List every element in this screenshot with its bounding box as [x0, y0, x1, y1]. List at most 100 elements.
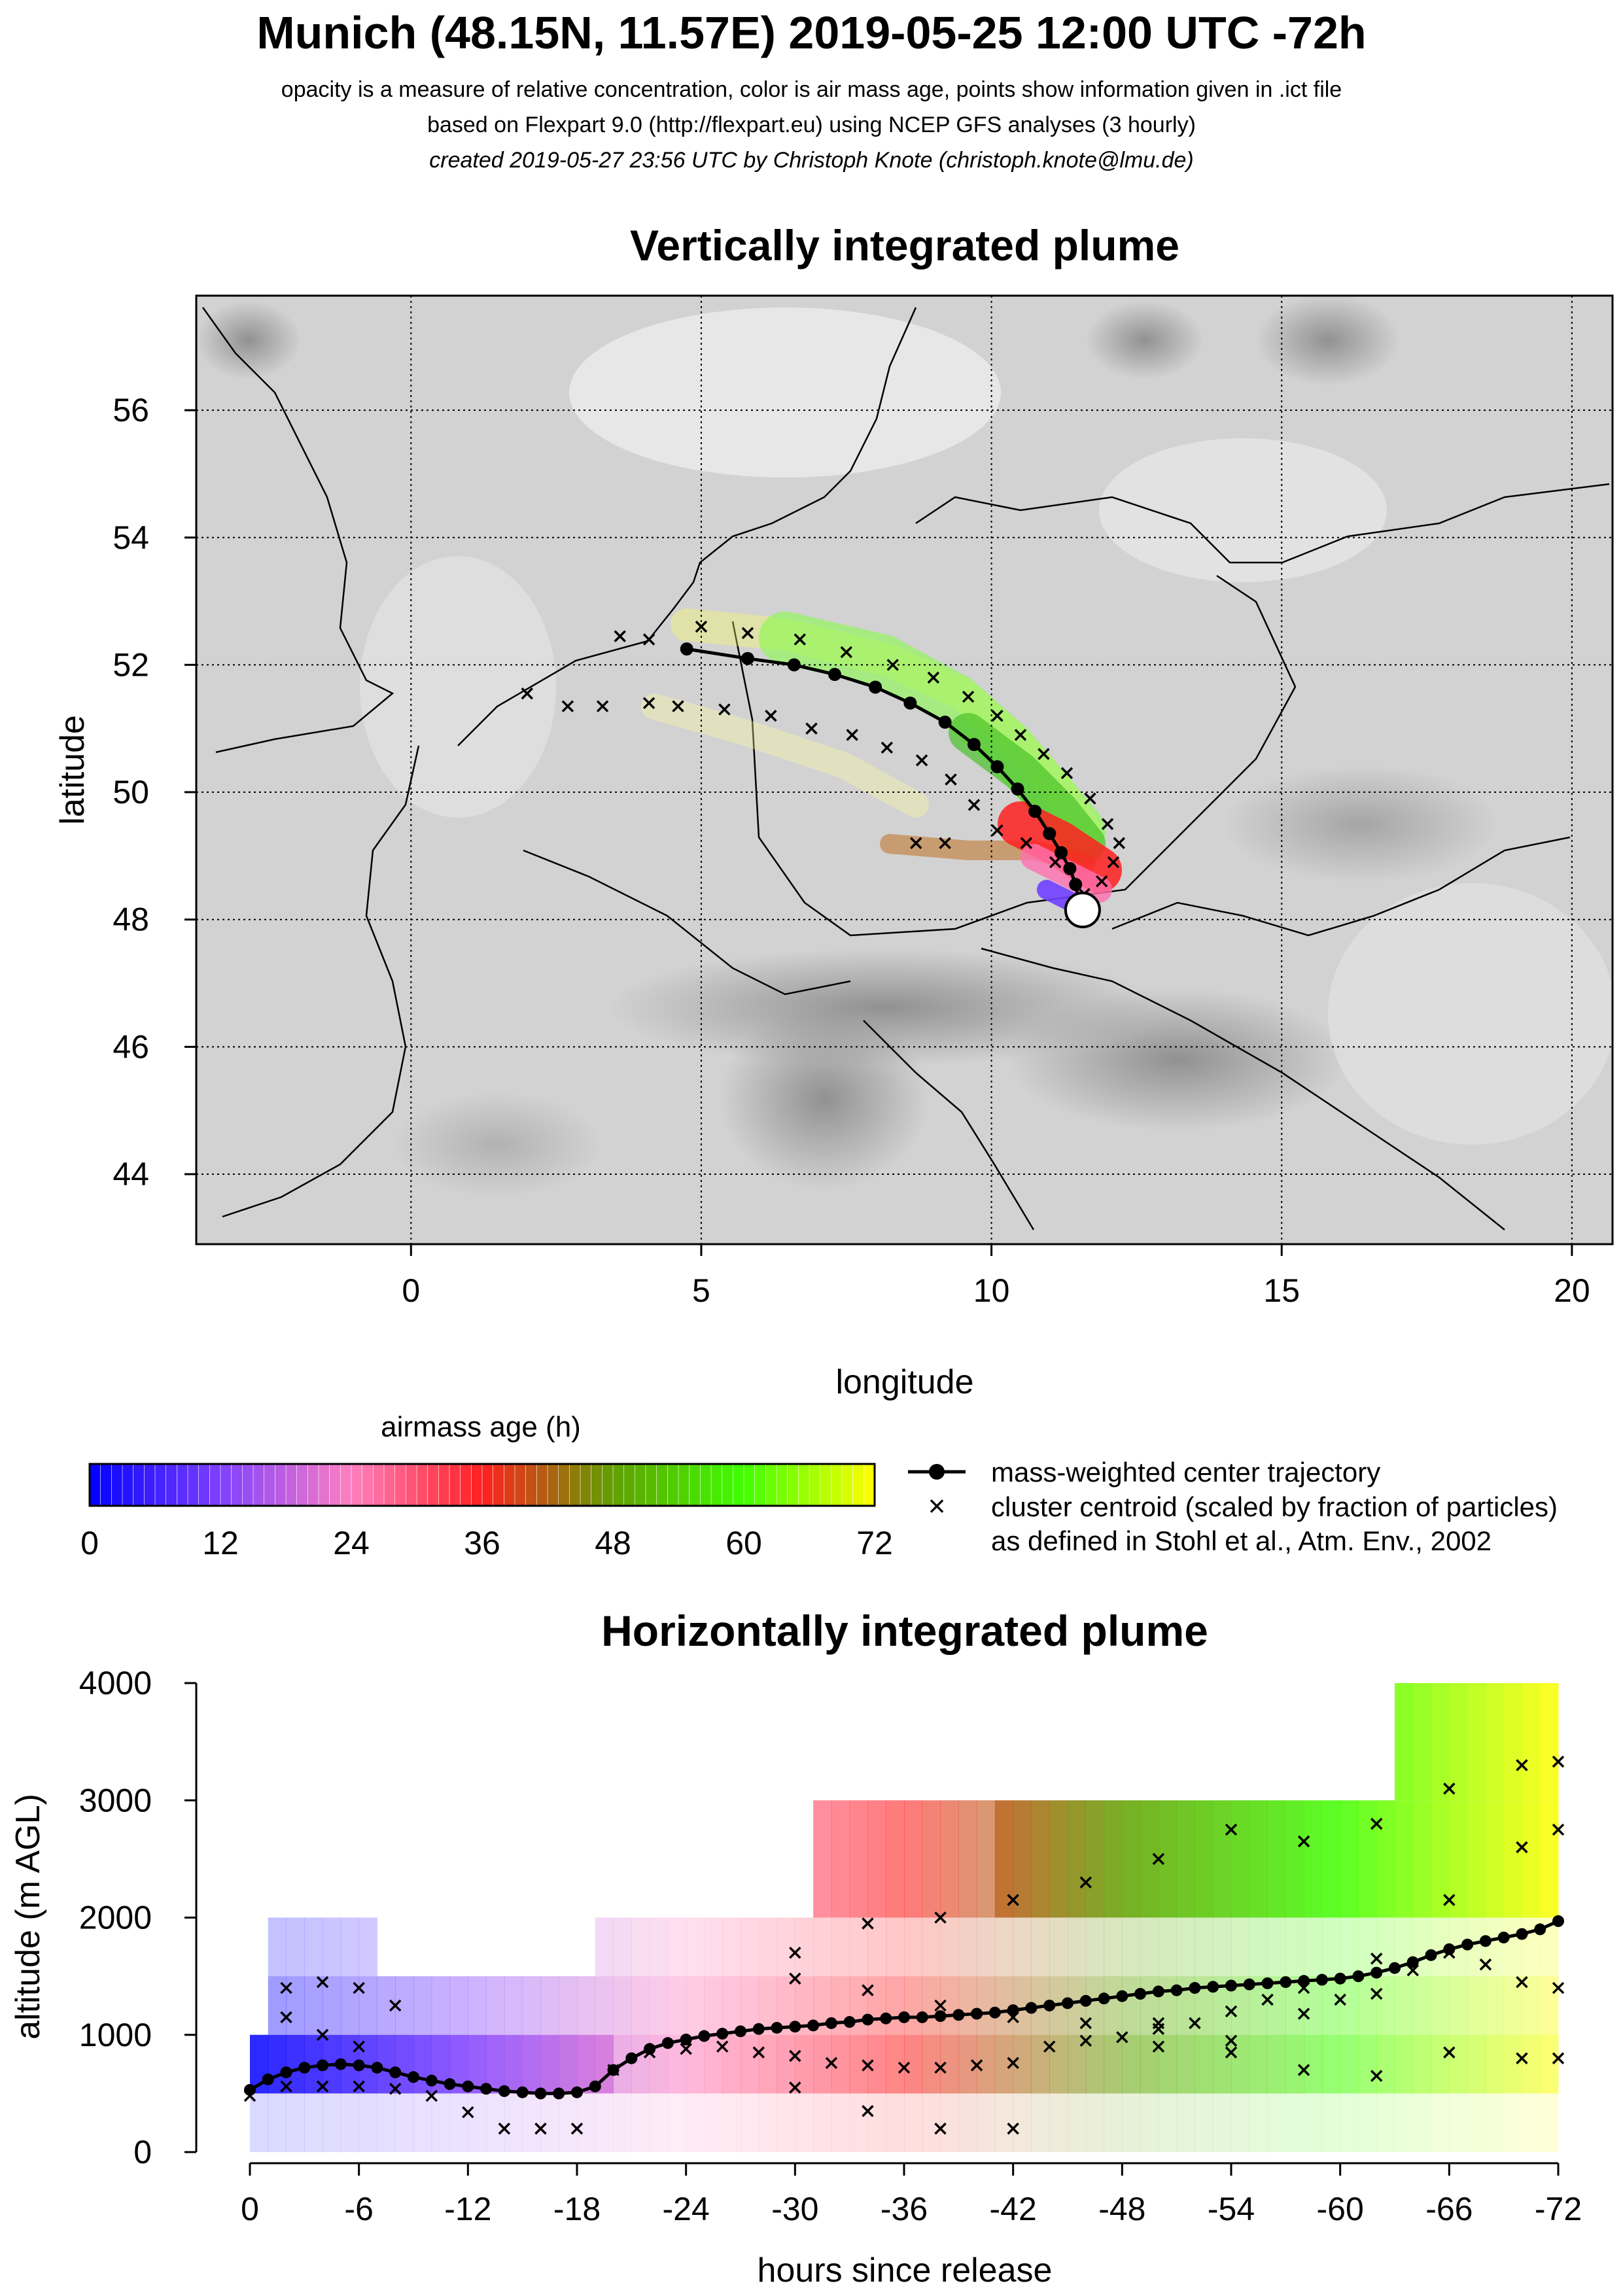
altitude-band-cell: [1140, 1800, 1159, 1918]
altitude-trajectory-point: [425, 2074, 438, 2087]
colorbar-cell: [231, 1463, 243, 1506]
altitude-band-cell: [1267, 1917, 1286, 1977]
age-colorbar: [89, 1463, 875, 1506]
map-cluster-centroid: [1101, 818, 1114, 830]
map-x-ticks: 0 5 10 15 20: [402, 1244, 1590, 1309]
altitude-band-cell: [1358, 2093, 1377, 2152]
altitude-trajectory-point: [971, 2008, 983, 2020]
altitude-y-tick-label: 1000: [79, 2017, 152, 2053]
altitude-cluster-centroid: [1370, 1817, 1383, 1830]
altitude-band-cell: [922, 1800, 941, 1918]
map-trajectory-point: [967, 738, 981, 752]
altitude-band-cell: [686, 2093, 705, 2152]
map-x-tick-label: 20: [1554, 1272, 1590, 1309]
map-y-tick-label: 48: [113, 901, 149, 938]
map-y-tick-label: 52: [113, 646, 149, 683]
altitude-y-tick-label: 4000: [79, 1665, 152, 1701]
map-cluster-centroid: [927, 671, 940, 684]
altitude-band-cell: [1213, 1800, 1232, 1918]
map-cluster-centroid: [614, 630, 626, 642]
altitude-band-cell: [1013, 1917, 1032, 1977]
altitude-band-cell: [577, 2093, 596, 2152]
colorbar-tick-label: 12: [202, 1525, 239, 1561]
altitude-band-cell: [1321, 2093, 1341, 2152]
altitude-trajectory-point: [1316, 1974, 1328, 1986]
altitude-band-cell: [431, 2093, 451, 2152]
legend-trajectory-entry: mass-weighted center trajectory: [908, 1457, 1380, 1487]
altitude-band-cell: [1467, 2093, 1486, 2152]
altitude-band-cell: [704, 2093, 723, 2152]
altitude-trajectory-point: [1370, 1966, 1383, 1979]
altitude-band-cell: [777, 1917, 795, 1977]
altitude-trajectory-point: [334, 2058, 347, 2070]
altitude-band-cell: [722, 2093, 741, 2152]
altitude-x-tick-label: -36: [881, 2191, 928, 2227]
altitude-band-cell: [1231, 1917, 1250, 1977]
altitude-band-cell: [1431, 1683, 1450, 1801]
subtitle-line-3: created 2019-05-27 23:56 UTC by Christop…: [429, 148, 1194, 173]
altitude-trajectory-point: [988, 2006, 1001, 2019]
colorbar-cell: [133, 1463, 145, 1506]
altitude-cluster-centroid: [1334, 1993, 1346, 2006]
altitude-trajectory-point: [371, 2061, 383, 2074]
altitude-band-cell: [1249, 2034, 1268, 2094]
altitude-band-cell: [722, 1917, 741, 1977]
altitude-band-cell: [431, 1976, 451, 2035]
altitude-cluster-centroid: [1297, 2008, 1310, 2020]
map-cluster-centroid: [945, 773, 957, 786]
altitude-band-cell: [631, 1976, 650, 2035]
altitude-band-cell: [958, 1800, 977, 1918]
altitude-band-cell: [340, 2093, 360, 2152]
altitude-band-cell: [1376, 1976, 1395, 2035]
map-cluster-centroid: [765, 710, 777, 722]
altitude-band-cell: [704, 1976, 723, 2035]
altitude-band-cell: [1376, 1800, 1395, 1918]
altitude-band-cell: [1213, 1917, 1232, 1977]
altitude-band-cell: [904, 2093, 923, 2152]
altitude-band-cell: [1503, 2034, 1522, 2094]
altitude-band-cell: [1231, 2093, 1250, 2152]
altitude-cluster-centroid: [316, 2080, 329, 2093]
altitude-trajectory-point: [408, 2071, 419, 2083]
colorbar-cell: [809, 1463, 821, 1506]
altitude-band-cell: [1340, 2034, 1359, 2094]
altitude-trajectory-point: [843, 2016, 856, 2028]
altitude-band-cell: [977, 1976, 996, 2035]
altitude-band-cell: [1249, 1917, 1268, 1977]
altitude-band-cell: [758, 1917, 778, 1977]
altitude-trajectory-point: [317, 2059, 329, 2072]
altitude-cluster-centroid: [934, 1911, 947, 1924]
altitude-band-cell: [1340, 1976, 1359, 2035]
altitude-band-cell: [1285, 2034, 1304, 2094]
map-cluster-centroid: [846, 729, 858, 741]
altitude-band-cell: [1013, 2034, 1032, 2094]
altitude-band-cell: [758, 2034, 778, 2094]
map-cluster-centroid: [881, 741, 894, 754]
altitude-band-cell: [1522, 2093, 1541, 2152]
altitude-band-cell: [1195, 1800, 1213, 1918]
altitude-cluster-centroid: [1152, 1852, 1165, 1866]
map-cluster-centroid: [968, 799, 981, 811]
altitude-x-axis-label: hours since release: [758, 2252, 1053, 2289]
map-trajectory-point: [680, 642, 693, 656]
altitude-band-cell: [1503, 1683, 1522, 1801]
map-y-tick-label: 50: [113, 774, 149, 810]
colorbar-cell: [787, 1463, 799, 1506]
altitude-band-cell: [1412, 2093, 1432, 2152]
map-trajectory-point: [1055, 846, 1068, 860]
altitude-y-tick-label: 2000: [79, 1900, 152, 1936]
colorbar-cell: [864, 1463, 875, 1506]
altitude-band-cell: [631, 1917, 650, 1977]
altitude-trajectory-point: [735, 2025, 746, 2038]
altitude-band-cell: [1085, 1917, 1105, 1977]
altitude-band-cell: [1540, 2034, 1559, 2094]
map-y-tick-label: 44: [113, 1156, 149, 1192]
altitude-trajectory-point: [1007, 2004, 1019, 2017]
map-cluster-centroid: [1084, 792, 1096, 805]
map-trajectory-point: [1028, 805, 1042, 818]
altitude-band-cell: [1540, 1800, 1559, 1918]
altitude-band-cell: [922, 2093, 941, 2152]
colorbar-tick-label: 60: [725, 1525, 762, 1561]
altitude-band-cell: [577, 1976, 596, 2035]
altitude-trajectory-point: [1334, 1972, 1346, 1985]
